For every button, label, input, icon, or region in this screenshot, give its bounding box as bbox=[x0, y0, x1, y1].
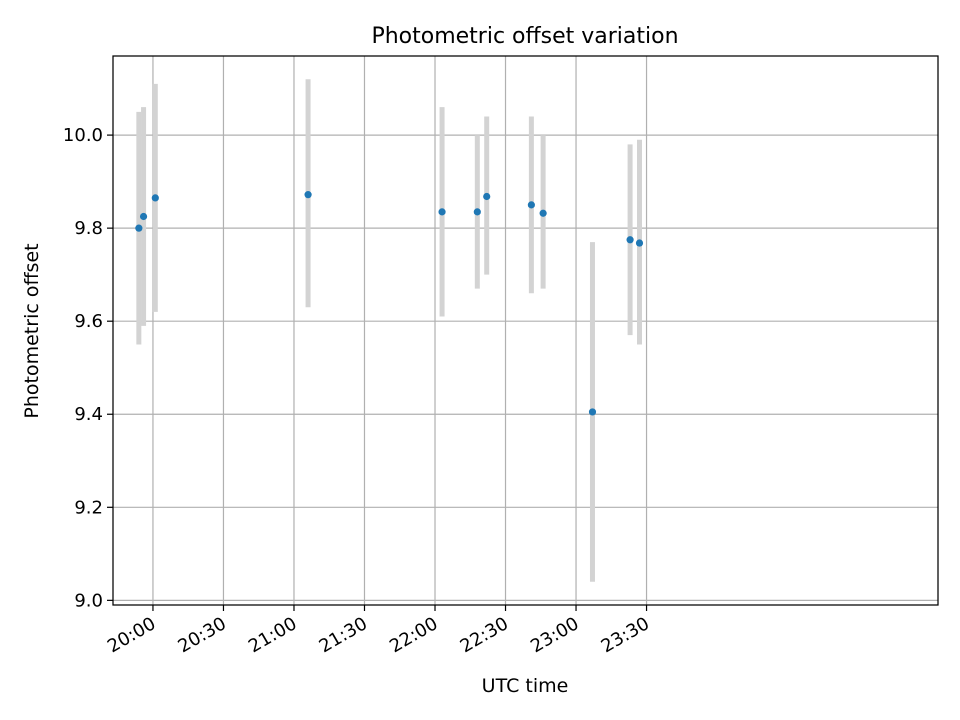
data-point bbox=[438, 208, 446, 216]
y-tick-label: 9.0 bbox=[74, 590, 103, 611]
data-point bbox=[304, 191, 312, 199]
y-tick-label: 9.4 bbox=[74, 404, 103, 425]
x-axis-label: UTC time bbox=[482, 675, 569, 697]
y-axis-label: Photometric offset bbox=[21, 243, 43, 418]
y-axis: 9.0 9.2 9.4 9.6 9.8 10.0 bbox=[63, 125, 113, 611]
grid bbox=[113, 56, 938, 605]
data-point bbox=[483, 192, 491, 201]
data-point bbox=[473, 208, 481, 216]
y-tick-label: 9.8 bbox=[74, 218, 103, 239]
data-point bbox=[539, 209, 547, 217]
data-point bbox=[139, 212, 148, 221]
data-point bbox=[527, 201, 535, 209]
y-tick-label: 9.6 bbox=[74, 311, 103, 332]
chart-title: Photometric offset variation bbox=[371, 24, 678, 49]
data-points bbox=[135, 191, 644, 416]
data-point bbox=[151, 194, 159, 202]
plot-frame bbox=[112, 55, 939, 606]
y-tick-label: 10.0 bbox=[63, 125, 103, 146]
data-point bbox=[135, 224, 143, 232]
data-point bbox=[626, 236, 634, 244]
data-point bbox=[588, 408, 597, 416]
y-tick-label: 9.2 bbox=[74, 497, 103, 518]
data-point bbox=[635, 239, 644, 247]
